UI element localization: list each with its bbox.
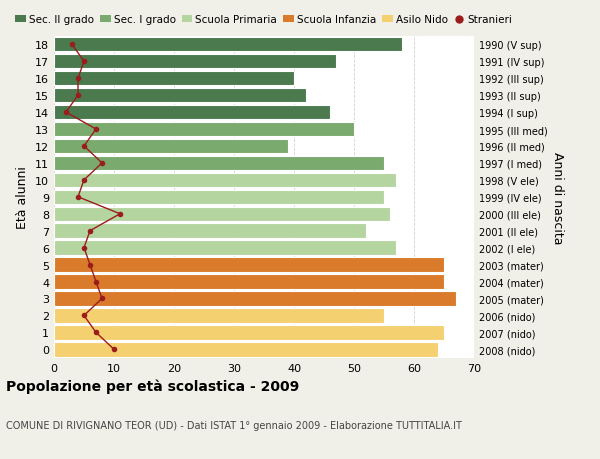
Bar — [54, 140, 288, 154]
Bar — [54, 325, 444, 340]
Bar — [54, 224, 366, 238]
Bar — [54, 342, 438, 357]
Bar — [54, 241, 396, 255]
Text: COMUNE DI RIVIGNANO TEOR (UD) - Dati ISTAT 1° gennaio 2009 - Elaborazione TUTTIT: COMUNE DI RIVIGNANO TEOR (UD) - Dati IST… — [6, 420, 462, 430]
Bar — [54, 190, 384, 205]
Y-axis label: Età alunni: Età alunni — [16, 166, 29, 229]
Bar — [54, 308, 384, 323]
Text: Popolazione per età scolastica - 2009: Popolazione per età scolastica - 2009 — [6, 379, 299, 393]
Bar — [54, 258, 444, 272]
Legend: Sec. II grado, Sec. I grado, Scuola Primaria, Scuola Infanzia, Asilo Nido, Stran: Sec. II grado, Sec. I grado, Scuola Prim… — [16, 15, 512, 25]
Bar — [54, 291, 456, 306]
Bar — [54, 106, 330, 120]
Bar — [54, 207, 390, 221]
Bar — [54, 89, 306, 103]
Bar — [54, 123, 354, 137]
Bar — [54, 173, 396, 188]
Bar — [54, 38, 402, 52]
Bar — [54, 72, 294, 86]
Y-axis label: Anni di nascita: Anni di nascita — [551, 151, 564, 244]
Bar — [54, 55, 336, 69]
Bar — [54, 157, 384, 171]
Bar — [54, 275, 444, 289]
